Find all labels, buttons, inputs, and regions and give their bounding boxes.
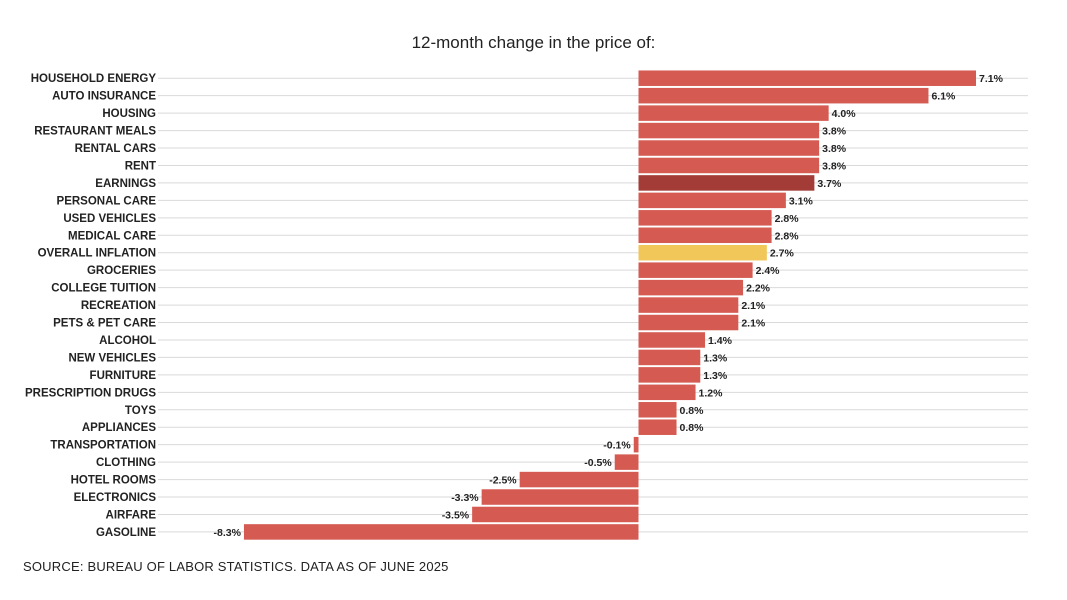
value-label: 3.1%	[789, 195, 814, 207]
value-label: 6.1%	[931, 91, 956, 103]
value-label: 1.3%	[703, 370, 728, 382]
category-label: GROCERIES	[87, 265, 156, 277]
value-label: 1.2%	[699, 387, 724, 399]
value-label: 3.7%	[817, 178, 842, 190]
chart-title: 12-month change in the price of:	[411, 33, 656, 52]
category-label: HOUSEHOLD ENERGY	[31, 73, 157, 85]
category-label: USED VEHICLES	[63, 213, 156, 225]
bar	[638, 157, 820, 174]
category-label: MEDICAL CARE	[68, 230, 156, 242]
category-label: EARNINGS	[95, 178, 156, 190]
value-label: 4.0%	[832, 108, 857, 120]
category-label: TOYS	[125, 405, 156, 417]
bar	[633, 436, 639, 453]
bar	[638, 122, 820, 139]
value-label: 0.8%	[680, 422, 705, 434]
bar	[243, 524, 639, 540]
bar	[638, 297, 739, 313]
category-label: AIRFARE	[106, 509, 157, 521]
category-label: PRESCRIPTION DRUGS	[25, 387, 156, 399]
bar	[614, 454, 639, 470]
bar	[638, 262, 753, 278]
value-label: 2.8%	[775, 213, 800, 225]
value-label: -8.3%	[214, 527, 242, 539]
value-label: 1.4%	[708, 335, 733, 347]
category-label: ELECTRONICS	[74, 492, 157, 504]
value-label: 3.8%	[822, 143, 847, 155]
category-label: RENTAL CARS	[75, 143, 157, 155]
category-label: RECREATION	[81, 300, 156, 312]
category-label: RESTAURANT MEALS	[34, 126, 156, 138]
bar	[481, 489, 639, 505]
category-label: APPLIANCES	[82, 422, 156, 434]
bar	[638, 210, 772, 226]
category-label: HOUSING	[102, 108, 156, 120]
value-label: 0.8%	[680, 405, 705, 417]
bar	[638, 140, 820, 156]
bar	[638, 349, 701, 366]
bar	[638, 384, 696, 401]
bar	[638, 419, 677, 435]
value-label: 7.1%	[979, 73, 1004, 85]
value-label: 2.4%	[756, 265, 781, 277]
bar	[638, 70, 976, 86]
category-label: RENT	[125, 160, 156, 172]
category-label: COLLEGE TUITION	[51, 283, 156, 295]
bar	[638, 192, 786, 209]
category-label: PERSONAL CARE	[57, 195, 157, 207]
value-label: 2.2%	[746, 283, 771, 295]
value-label: 2.7%	[770, 248, 795, 260]
bar	[638, 175, 815, 191]
category-label: ALCOHOL	[99, 335, 156, 347]
value-label: 3.8%	[822, 126, 847, 138]
category-label: AUTO INSURANCE	[52, 91, 156, 103]
source-note: SOURCE: BUREAU OF LABOR STATISTICS. DATA…	[23, 559, 449, 574]
value-label: 1.3%	[703, 352, 728, 364]
value-label: -3.3%	[451, 492, 479, 504]
value-label: -0.5%	[584, 457, 612, 469]
bar	[638, 332, 706, 348]
category-label: HOTEL ROOMS	[71, 475, 157, 487]
bar	[638, 227, 772, 244]
bar	[638, 402, 677, 418]
value-label: 2.8%	[775, 230, 800, 242]
bar	[638, 105, 829, 121]
value-label: -2.5%	[489, 475, 517, 487]
category-label: CLOTHING	[96, 457, 156, 469]
category-label: OVERALL INFLATION	[38, 248, 156, 260]
category-label: TRANSPORTATION	[50, 440, 156, 452]
category-label: PETS & PET CARE	[53, 318, 156, 330]
value-label: 3.8%	[822, 160, 847, 172]
bar	[638, 279, 744, 296]
bar	[638, 314, 739, 331]
value-label: 2.1%	[741, 318, 766, 330]
bar	[638, 244, 767, 261]
bar	[519, 471, 639, 488]
category-label: GASOLINE	[96, 527, 156, 539]
value-label: -3.5%	[442, 509, 470, 521]
category-label: FURNITURE	[90, 370, 157, 382]
bar	[638, 87, 929, 104]
value-label: 2.1%	[741, 300, 766, 312]
bar	[472, 506, 639, 523]
value-label: -0.1%	[603, 440, 631, 452]
bar	[638, 367, 701, 383]
category-label: NEW VEHICLES	[68, 352, 156, 364]
